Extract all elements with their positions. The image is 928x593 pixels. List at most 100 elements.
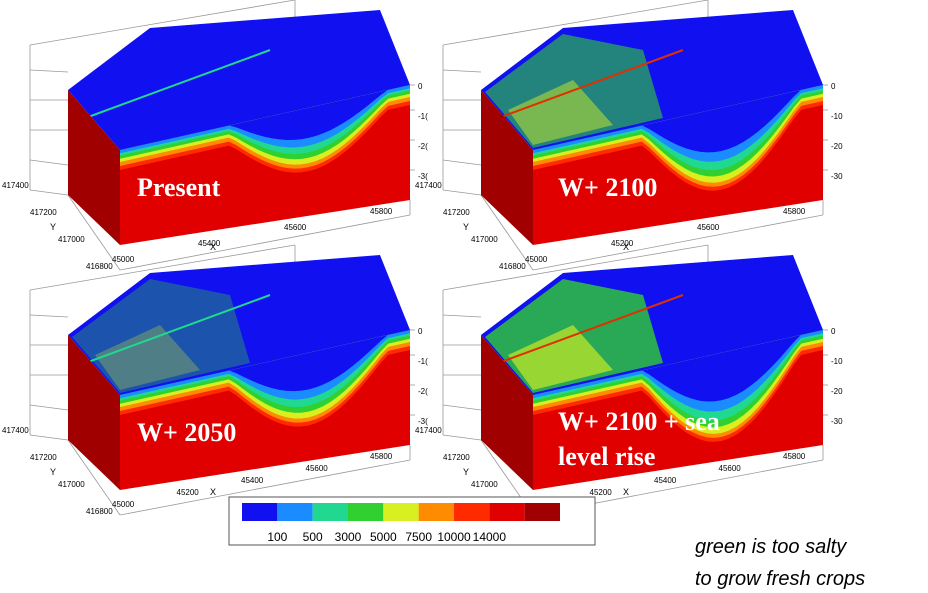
z-tick-label: -1( (418, 112, 428, 121)
colorbar-label: 7500 (405, 530, 432, 544)
y-tick-label: 417000 (471, 235, 498, 244)
frame-line (29, 189, 69, 196)
caption: green is too salty (695, 536, 847, 558)
colorbar-label: 14000 (473, 530, 507, 544)
panel-label: level rise (558, 442, 655, 471)
y-axis-label: Y (463, 467, 469, 477)
x-tick-label: 45000 (525, 255, 548, 264)
frame-line (442, 159, 482, 166)
y-axis-label: Y (463, 222, 469, 232)
side-face (481, 335, 533, 490)
salinity-band (533, 329, 823, 402)
colorbar-label: 10000 (437, 530, 471, 544)
side-face (481, 90, 533, 245)
y-axis-label: Y (50, 222, 56, 232)
frame-line (442, 0, 709, 46)
y-tick-label: 417200 (30, 453, 57, 462)
frame-line (442, 189, 482, 196)
y-axis-label: Y (50, 467, 56, 477)
z-tick-label: -30 (831, 172, 843, 181)
frame-line (442, 69, 482, 73)
colorbar-swatch (524, 503, 560, 521)
x-axis-label: X (210, 242, 216, 252)
block-panel: W+ 2100 45000 45200 45600 45800 X 417400 417200… (415, 0, 843, 271)
y-tick-label: 417200 (443, 208, 470, 217)
y-tick-label: 416800 (499, 262, 526, 271)
y-tick-label: 417400 (2, 426, 29, 435)
y-tick-label: 417200 (443, 453, 470, 462)
channel (79, 49, 271, 121)
frame-line (119, 459, 411, 516)
z-tick-label: -10 (831, 357, 843, 366)
x-tick-label: 45800 (783, 207, 806, 216)
panel-label: Present (137, 173, 221, 202)
x-tick-label: 45800 (370, 452, 393, 461)
z-tick-label: -3( (418, 417, 428, 426)
frame-line (29, 69, 69, 73)
x-tick-label: 45600 (306, 464, 329, 473)
z-tick-label: -20 (831, 387, 843, 396)
colorbar-swatch (277, 503, 313, 521)
block-panel: W+ 2050 45000 45200 45400 45600 45800 X 417400 4… (2, 244, 428, 516)
top-saline (508, 325, 613, 390)
x-tick-label: 45600 (284, 223, 307, 232)
frame-line (480, 194, 534, 271)
channel (79, 294, 271, 366)
z-tick-label: -1( (418, 357, 428, 366)
x-tick-label: 45800 (370, 207, 393, 216)
block-panel: Present 45000 45400 45600 45800 X 417400 417200… (2, 0, 428, 271)
colorbar-label: 100 (267, 530, 287, 544)
colorbar-label: 500 (303, 530, 323, 544)
side-face (68, 90, 120, 245)
top-saline (508, 80, 613, 145)
frame-line (442, 244, 709, 291)
salinity-band (120, 84, 410, 150)
z-tick-label: 0 (418, 327, 423, 336)
z-tick-label: 0 (831, 327, 836, 336)
x-axis-label: X (623, 487, 629, 497)
x-tick-label: 45000 (112, 500, 135, 509)
z-tick-label: -2( (418, 142, 428, 151)
y-tick-label: 417400 (2, 181, 29, 190)
y-tick-label: 417000 (58, 480, 85, 489)
top-face (68, 255, 410, 395)
colorbar-swatch (418, 503, 454, 521)
panel-label: W+ 2100 + sea (558, 407, 720, 436)
salinity-band (120, 329, 410, 395)
x-tick-label: 45200 (611, 239, 634, 248)
x-tick-label: 45400 (654, 476, 677, 485)
top-face (68, 10, 410, 150)
y-tick-label: 417000 (471, 480, 498, 489)
frame-line (442, 314, 482, 318)
colorbar-swatch (454, 503, 490, 521)
y-tick-label: 417200 (30, 208, 57, 217)
x-tick-label: 45600 (719, 464, 742, 473)
x-tick-label: 45400 (241, 476, 264, 485)
y-tick-label: 417000 (58, 235, 85, 244)
caption: to grow fresh crops (695, 568, 865, 590)
frame-line (119, 214, 411, 271)
frame-line (29, 0, 296, 46)
z-tick-label: -10 (831, 112, 843, 121)
colorbar-swatch (312, 503, 348, 521)
colorbar-label: 3000 (335, 530, 362, 544)
x-tick-label: 45000 (112, 255, 135, 264)
panel-label: W+ 2100 (558, 173, 657, 202)
frame-line (29, 404, 69, 411)
colorbar-swatch (383, 503, 419, 521)
frame-line (29, 314, 69, 318)
x-tick-label: 45800 (783, 452, 806, 461)
salinity-band (533, 84, 823, 153)
frame-line (29, 434, 69, 441)
z-tick-label: -2( (418, 387, 428, 396)
frame-line (442, 404, 482, 411)
x-tick-label: 45600 (697, 223, 720, 232)
channel (492, 294, 684, 366)
y-tick-label: 417400 (415, 181, 442, 190)
y-tick-label: 416800 (86, 262, 113, 271)
frame-line (29, 159, 69, 166)
frame-line (442, 434, 482, 441)
frame-line (67, 439, 121, 516)
y-tick-label: 417400 (415, 426, 442, 435)
